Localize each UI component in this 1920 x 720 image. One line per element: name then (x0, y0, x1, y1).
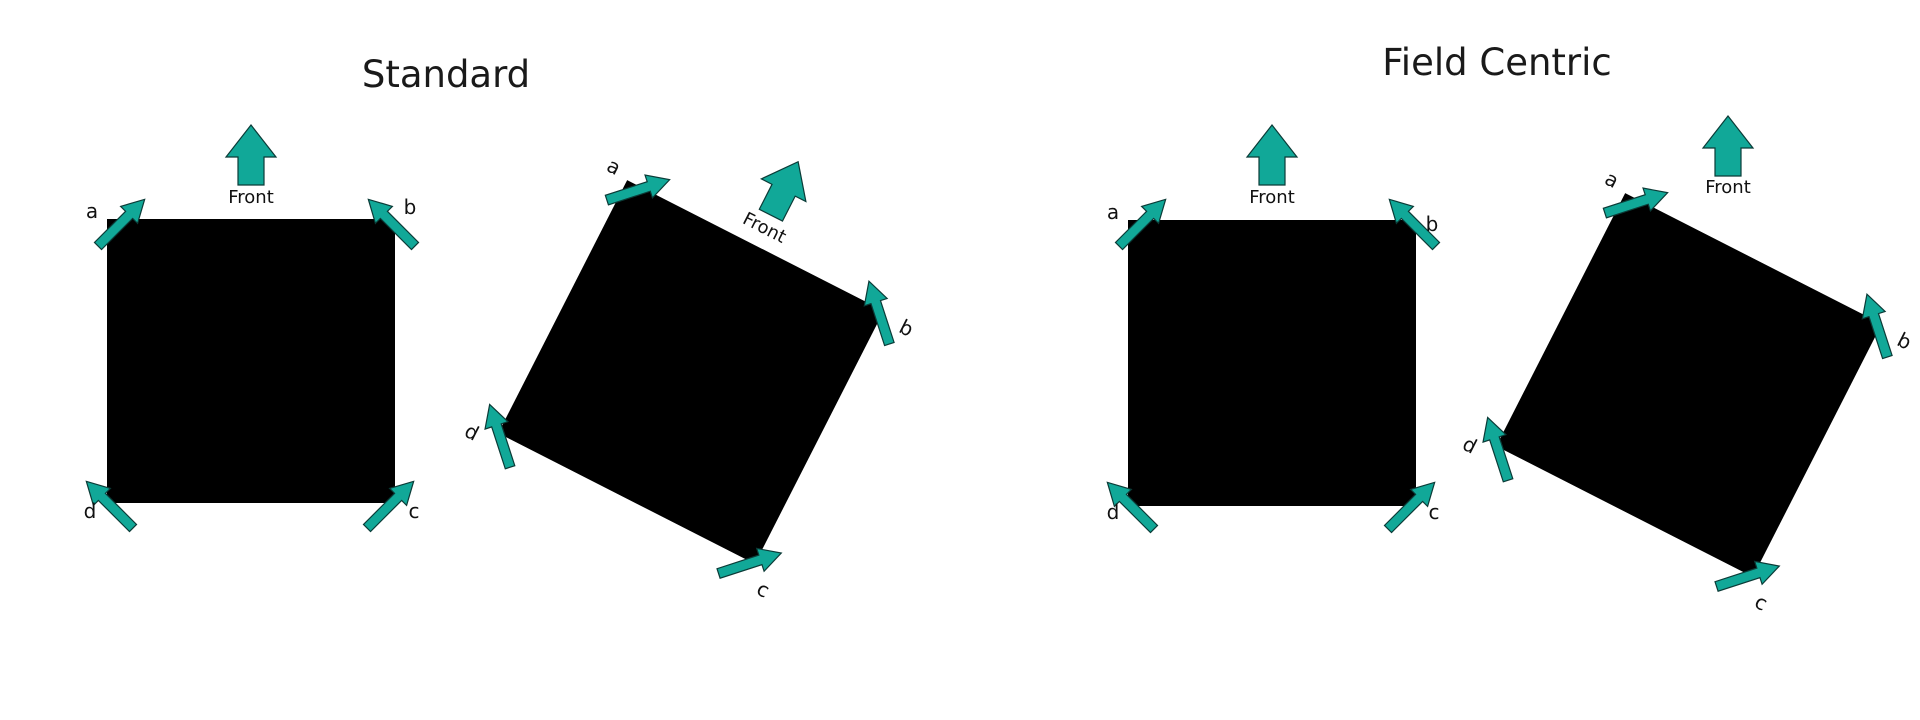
robot-field-centric-upright: a b c d Front (1098, 124, 1446, 539)
wheel-a-label: a (1107, 200, 1119, 224)
wheel-d-label: d (1107, 500, 1120, 524)
wheel-d-label: d (1459, 431, 1481, 458)
wheel-a-label: a (86, 199, 98, 223)
wheel-d-label: d (461, 418, 483, 445)
wheel-c-label: c (409, 499, 420, 523)
wheel-c-label: c (753, 576, 774, 602)
robot-standard-rotated: a b c d Front (461, 149, 918, 603)
front-label: Front (228, 187, 274, 208)
wheel-d-label: d (84, 499, 97, 523)
wheel-c-label: c (1751, 589, 1772, 615)
field-centric-title: Field Centric (1382, 41, 1612, 84)
wheel-b-label: b (404, 195, 417, 219)
robot-standard-upright: a b c d Front (77, 124, 425, 538)
wheel-c-label: c (1429, 500, 1440, 524)
wheel-b-label: b (1426, 212, 1439, 236)
front-arrow-icon (1246, 124, 1298, 186)
robot-field-centric-rotated: a b c d Front (1459, 115, 1916, 616)
robot-body (1128, 220, 1416, 506)
wheel-b-label: b (1893, 327, 1915, 354)
front-label: Front (1249, 187, 1295, 208)
robot-body (498, 180, 884, 564)
front-arrow-icon (225, 124, 277, 186)
front-label: Front (1705, 177, 1751, 198)
wheel-b-label: b (895, 314, 917, 341)
robot-body (1496, 193, 1882, 577)
robot-body (107, 219, 395, 503)
front-arrow-icon (1702, 115, 1754, 177)
wheel-a-label: a (603, 153, 625, 180)
wheel-a-label: a (1601, 166, 1623, 193)
standard-title: Standard (362, 53, 530, 96)
